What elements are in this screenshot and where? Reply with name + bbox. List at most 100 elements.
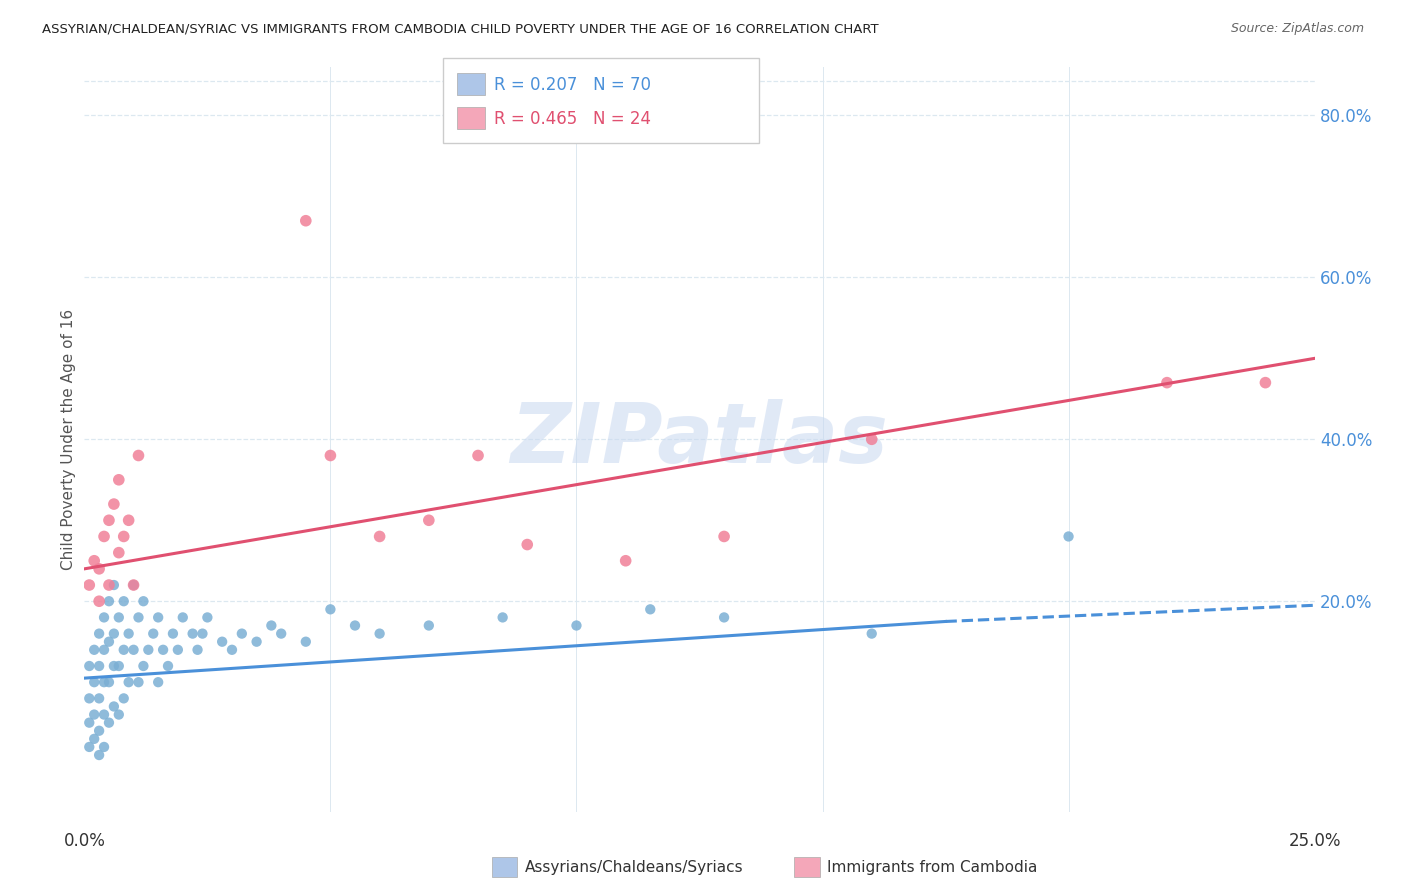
- Point: [157, 659, 180, 673]
- Point: [319, 602, 342, 616]
- Point: [128, 675, 150, 690]
- Point: [93, 675, 115, 690]
- Point: [103, 626, 125, 640]
- Text: 0.0%: 0.0%: [63, 832, 105, 850]
- Point: [270, 626, 292, 640]
- Point: [112, 594, 135, 608]
- Point: [368, 626, 391, 640]
- Point: [142, 626, 165, 640]
- Text: ZIPatlas: ZIPatlas: [510, 399, 889, 480]
- Point: [103, 659, 125, 673]
- Point: [246, 634, 269, 648]
- Point: [112, 691, 135, 706]
- Text: Immigrants from Cambodia: Immigrants from Cambodia: [827, 860, 1038, 874]
- Point: [103, 578, 125, 592]
- Point: [260, 618, 283, 632]
- Point: [148, 610, 170, 624]
- Text: Source: ZipAtlas.com: Source: ZipAtlas.com: [1230, 22, 1364, 36]
- Point: [713, 529, 735, 543]
- Text: R = 0.465   N = 24: R = 0.465 N = 24: [494, 110, 651, 128]
- Point: [93, 610, 115, 624]
- Point: [221, 642, 243, 657]
- Y-axis label: Child Poverty Under the Age of 16: Child Poverty Under the Age of 16: [60, 309, 76, 570]
- Point: [93, 642, 115, 657]
- Point: [98, 675, 121, 690]
- Point: [118, 626, 141, 640]
- Point: [418, 618, 440, 632]
- Text: 25.0%: 25.0%: [1288, 832, 1341, 850]
- Point: [132, 659, 155, 673]
- Point: [713, 610, 735, 624]
- Point: [89, 659, 111, 673]
- Point: [98, 513, 121, 527]
- Point: [98, 634, 121, 648]
- Point: [83, 554, 105, 568]
- Point: [181, 626, 204, 640]
- Point: [93, 739, 115, 754]
- Point: [1057, 529, 1080, 543]
- Point: [860, 626, 883, 640]
- Point: [79, 739, 101, 754]
- Point: [1156, 376, 1178, 390]
- Point: [83, 675, 105, 690]
- Point: [112, 529, 135, 543]
- Point: [122, 642, 145, 657]
- Point: [516, 537, 538, 551]
- Point: [98, 594, 121, 608]
- Point: [640, 602, 662, 616]
- Point: [122, 578, 145, 592]
- Point: [128, 610, 150, 624]
- Point: [492, 610, 515, 624]
- Point: [79, 578, 101, 592]
- Point: [89, 594, 111, 608]
- Point: [565, 618, 588, 632]
- Point: [467, 449, 489, 463]
- Text: Assyrians/Chaldeans/Syriacs: Assyrians/Chaldeans/Syriacs: [524, 860, 742, 874]
- Point: [162, 626, 184, 640]
- Point: [197, 610, 219, 624]
- Point: [860, 432, 883, 446]
- Point: [79, 659, 101, 673]
- Point: [368, 529, 391, 543]
- Text: ASSYRIAN/CHALDEAN/SYRIAC VS IMMIGRANTS FROM CAMBODIA CHILD POVERTY UNDER THE AGE: ASSYRIAN/CHALDEAN/SYRIAC VS IMMIGRANTS F…: [42, 22, 879, 36]
- Point: [418, 513, 440, 527]
- Point: [295, 634, 318, 648]
- Point: [108, 610, 131, 624]
- Point: [132, 594, 155, 608]
- Point: [89, 691, 111, 706]
- Point: [138, 642, 160, 657]
- Point: [93, 707, 115, 722]
- Point: [118, 675, 141, 690]
- Point: [172, 610, 194, 624]
- Point: [191, 626, 214, 640]
- Point: [167, 642, 190, 657]
- Point: [319, 449, 342, 463]
- Point: [83, 731, 105, 746]
- Point: [108, 546, 131, 560]
- Point: [122, 578, 145, 592]
- Point: [79, 715, 101, 730]
- Point: [128, 449, 150, 463]
- Point: [152, 642, 174, 657]
- Point: [344, 618, 367, 632]
- Point: [98, 578, 121, 592]
- Point: [1254, 376, 1277, 390]
- Point: [231, 626, 253, 640]
- Point: [103, 699, 125, 714]
- Point: [79, 691, 101, 706]
- Point: [108, 707, 131, 722]
- Point: [98, 715, 121, 730]
- Point: [108, 473, 131, 487]
- Point: [295, 213, 318, 227]
- Text: R = 0.207   N = 70: R = 0.207 N = 70: [494, 76, 651, 94]
- Point: [211, 634, 233, 648]
- Point: [108, 659, 131, 673]
- Point: [93, 529, 115, 543]
- Point: [148, 675, 170, 690]
- Point: [83, 707, 105, 722]
- Point: [118, 513, 141, 527]
- Point: [83, 642, 105, 657]
- Point: [89, 723, 111, 738]
- Point: [89, 747, 111, 762]
- Point: [89, 562, 111, 576]
